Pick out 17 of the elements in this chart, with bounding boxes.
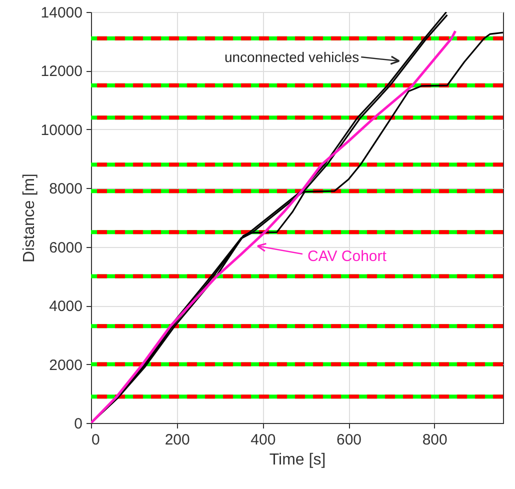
x-tick-label: 800: [422, 432, 448, 448]
annotation: CAV Cohort: [308, 248, 388, 265]
y-tick-label: 14000: [40, 4, 82, 22]
x-tick-label: 400: [250, 432, 276, 448]
y-tick-label: 4000: [49, 298, 82, 316]
x-tick-label: 200: [164, 432, 190, 448]
y-tick-label: 2000: [49, 356, 82, 374]
x-axis-title: Time [s]: [269, 452, 326, 468]
y-tick-label: 0: [74, 416, 82, 432]
annotation: unconnected vehicles: [224, 49, 360, 66]
y-tick-label: 12000: [40, 63, 82, 80]
x-tick-label: 0: [92, 432, 100, 448]
y-tick-label: 8000: [49, 180, 82, 198]
y-tick-label: 6000: [49, 239, 82, 256]
x-tick-label: 600: [336, 432, 362, 448]
y-axis-title: Distance [m]: [20, 174, 38, 262]
y-tick-label: 10000: [40, 122, 82, 139]
